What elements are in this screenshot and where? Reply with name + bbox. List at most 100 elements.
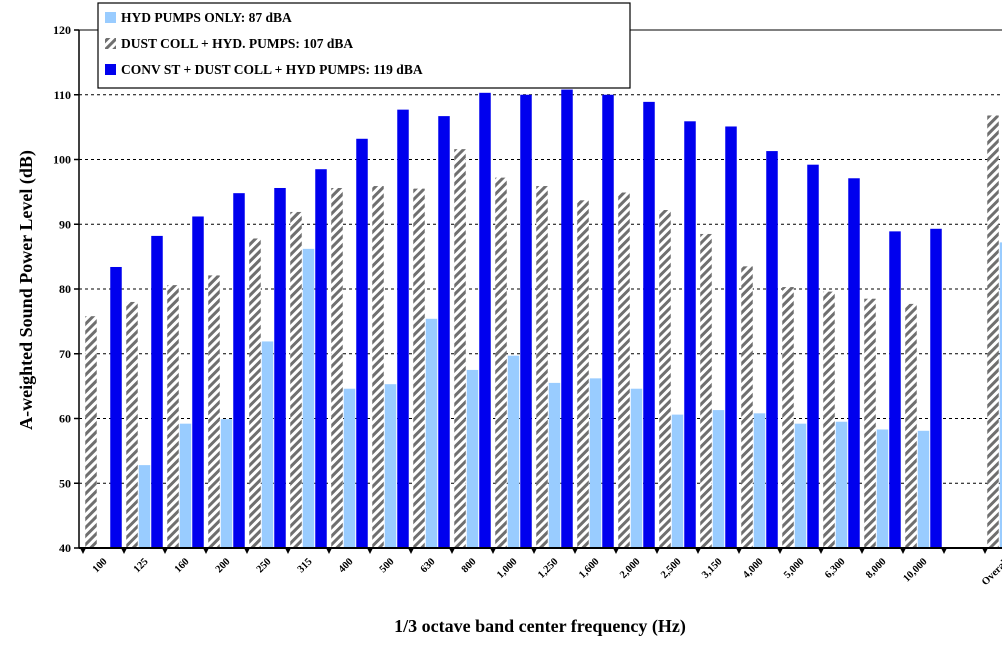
y-tick-label: 100 [53,153,71,167]
bar [397,109,409,548]
bar [179,423,192,548]
y-tick-label: 90 [59,217,71,231]
bar [110,266,122,548]
legend-swatch-dust-coll [105,38,116,49]
bar [495,177,507,548]
x-tick-mark [162,548,168,554]
x-tick-label: 1,600 [577,556,601,580]
x-tick-mark [654,548,660,554]
y-tick-label: 60 [59,412,71,426]
bar [905,303,917,548]
bar [356,138,368,548]
bar [138,465,151,548]
bar [618,192,630,548]
x-tick-mark [326,548,332,554]
bar [589,378,602,548]
bar [454,149,466,548]
bar [782,287,794,548]
bar [930,228,942,548]
x-tick-label: 315 [296,556,315,575]
bar [807,164,819,548]
bar [151,235,163,548]
legend-label-conv-st: CONV ST + DUST COLL + HYD PUMPS: 119 dBA [121,62,423,77]
x-tick-labels: 100 125 160 200 250 315 400 500 630 800 1,000 1,250… [91,556,1002,588]
y-tick-label: 40 [59,541,71,555]
x-tick-label: 10,000 [901,556,929,584]
bar [261,341,274,548]
x-tick-mark [285,548,291,554]
x-tick-label: 400 [337,556,356,575]
bar [684,121,696,549]
bar [479,92,491,549]
bar [643,101,655,548]
bar [864,298,876,548]
bar [466,369,479,548]
x-tick-label: 800 [460,556,479,575]
legend-label-dust-coll: DUST COLL + HYD. PUMPS: 107 dBA [121,36,353,51]
legend-swatch-hyd-pumps [105,12,116,23]
legend-label-hyd-pumps: HYD PUMPS ONLY: 87 dBA [121,10,292,25]
bar [659,210,671,548]
y-tick-label: 120 [53,23,71,37]
x-tick-mark [695,548,701,554]
bar [520,94,532,548]
bar [766,151,778,548]
x-tick-label: Overall [980,556,1002,588]
bar [823,291,835,548]
bar [848,178,860,548]
axes [74,29,1002,554]
bar [548,382,561,548]
x-tick-label: 100 [91,556,110,575]
bar [220,419,233,548]
x-tick-mark [121,548,127,554]
bar [630,388,643,548]
bar [999,242,1002,548]
x-tick-label: 1,250 [536,556,560,580]
bar [167,285,179,548]
bar [372,186,384,549]
bar [302,248,315,549]
x-tick-mark [777,548,783,554]
x-tick-mark [449,548,455,554]
bar [794,423,807,548]
x-tick-label: 200 [214,556,233,575]
x-tick-mark [859,548,865,554]
x-tick-mark [80,548,86,554]
bar [725,126,737,548]
x-tick-label: 250 [255,556,274,575]
x-tick-mark [490,548,496,554]
bar [192,216,204,549]
bar [741,266,753,548]
bar [987,115,999,548]
bar [561,89,573,548]
x-tick-mark [203,548,209,554]
bar [331,187,343,549]
bar [425,318,438,548]
bar [290,211,302,548]
x-tick-mark [613,548,619,554]
bar [700,233,712,548]
x-tick-mark [941,548,947,554]
x-tick-label: 3,150 [700,556,724,580]
x-tick-label: 2,500 [659,556,683,580]
y-tick-label: 50 [59,476,71,490]
y-tick-label: 80 [59,282,71,296]
bars [85,89,1002,549]
bar [507,355,520,548]
x-tick-mark [818,548,824,554]
y-tick-label: 70 [59,347,71,361]
x-tick-label: 500 [378,556,397,575]
bar [315,169,327,548]
bar [602,94,614,548]
bar [126,301,138,548]
bar [577,200,589,549]
x-tick-label: 630 [419,556,438,575]
bar [384,384,397,548]
bar [835,421,848,548]
x-tick-mark [531,548,537,554]
x-tick-label: 1,000 [495,556,519,580]
bar [274,187,286,549]
x-tick-label: 5,000 [782,556,806,580]
bar [233,193,245,549]
